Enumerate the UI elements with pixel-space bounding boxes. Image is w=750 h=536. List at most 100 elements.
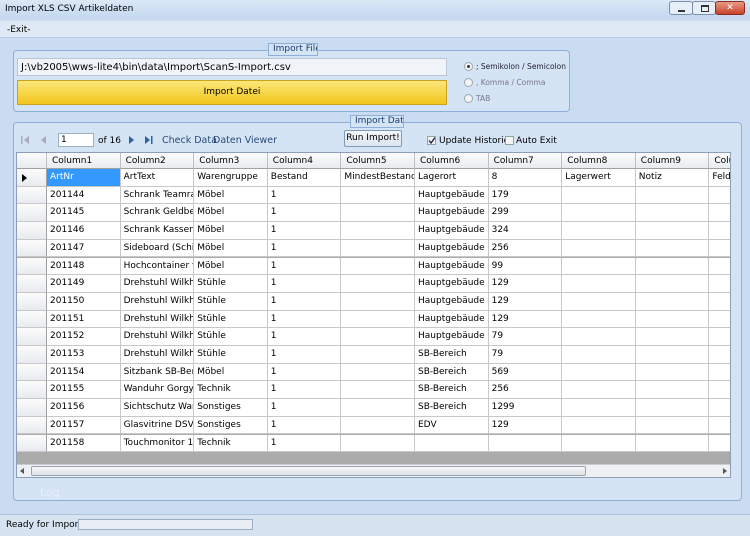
cell[interactable]: Wanduhr Gorgy ... <box>120 381 195 400</box>
cell[interactable]: 1 <box>267 416 342 435</box>
cell[interactable]: 179 <box>488 186 563 205</box>
cell[interactable] <box>709 381 730 400</box>
column-header[interactable]: Colu <box>709 153 730 169</box>
cell[interactable] <box>341 381 415 400</box>
cell[interactable]: SB-Bereich <box>415 346 489 364</box>
cell[interactable]: 201158 <box>47 434 121 453</box>
cell[interactable]: Technik <box>194 381 268 400</box>
column-header[interactable]: Column3 <box>194 153 268 169</box>
column-header[interactable]: Column8 <box>562 153 636 169</box>
cell[interactable]: Möbel <box>194 257 268 276</box>
cell[interactable]: Möbel <box>194 363 268 382</box>
cell[interactable] <box>341 204 415 223</box>
cell[interactable]: 299 <box>488 204 563 223</box>
cell[interactable]: 201149 <box>47 275 121 293</box>
cell[interactable]: Stühle <box>194 346 268 364</box>
cell[interactable]: 201145 <box>47 204 121 223</box>
row-header[interactable] <box>17 169 47 187</box>
cell[interactable]: SB-Bereich <box>415 381 489 400</box>
cell[interactable] <box>635 310 710 329</box>
cell[interactable]: Sichtschutz Wart... <box>120 399 195 417</box>
cell[interactable]: 129 <box>488 275 563 293</box>
cell[interactable] <box>341 222 415 240</box>
horizontal-scrollbar[interactable] <box>17 464 730 477</box>
row-header[interactable] <box>17 204 47 223</box>
cell[interactable]: 201146 <box>47 222 121 240</box>
cell[interactable]: Hauptgebäude <box>415 239 489 258</box>
cell[interactable] <box>341 346 415 364</box>
cell[interactable]: Drehstuhl Wilkha... <box>120 292 195 311</box>
cell[interactable] <box>635 239 710 258</box>
cell[interactable]: Touchmonitor 17... <box>120 434 195 453</box>
column-header[interactable]: Column5 <box>341 153 415 169</box>
row-header[interactable] <box>17 310 47 329</box>
cell[interactable]: 1 <box>267 381 342 400</box>
cell[interactable] <box>562 310 636 329</box>
cell[interactable]: 201147 <box>47 239 121 258</box>
cell[interactable] <box>341 292 415 311</box>
cell[interactable] <box>635 204 710 223</box>
radio[interactable] <box>464 94 473 103</box>
row-header[interactable] <box>17 275 47 293</box>
cell[interactable] <box>709 434 730 453</box>
cell[interactable] <box>709 275 730 293</box>
row-header[interactable] <box>17 399 47 417</box>
close-button[interactable]: ✕ <box>715 1 745 15</box>
checkbox-checked[interactable] <box>427 136 436 145</box>
cell[interactable]: Glasvitrine DSV-... <box>120 416 195 435</box>
cell[interactable]: 201154 <box>47 363 121 382</box>
cell[interactable] <box>709 416 730 435</box>
cell[interactable]: Hauptgebäude <box>415 257 489 276</box>
cell[interactable] <box>562 346 636 364</box>
page-input[interactable]: 1 <box>58 133 94 147</box>
check-data-button[interactable]: Check Data <box>162 135 217 146</box>
cell[interactable]: 1 <box>267 346 342 364</box>
cell[interactable] <box>562 434 636 453</box>
column-header[interactable]: Column7 <box>488 153 563 169</box>
cell[interactable]: Möbel <box>194 222 268 240</box>
cell[interactable]: Hauptgebäude <box>415 186 489 205</box>
cell[interactable]: Hochcontainer fa... <box>120 257 195 276</box>
cell[interactable]: Hauptgebäude <box>415 204 489 223</box>
cell[interactable] <box>562 222 636 240</box>
cell[interactable]: Lagerort <box>415 169 489 187</box>
cell[interactable]: SB-Bereich <box>415 363 489 382</box>
cell[interactable]: Schrank Kassen... <box>120 222 195 240</box>
cell[interactable] <box>709 328 730 346</box>
cell[interactable] <box>635 186 710 205</box>
cell[interactable]: 1 <box>267 275 342 293</box>
cell[interactable] <box>415 434 489 453</box>
cell[interactable]: Warengruppe <box>194 169 268 187</box>
run-import-button[interactable]: Run Import! <box>344 130 402 147</box>
cell[interactable] <box>635 363 710 382</box>
row-header[interactable] <box>17 239 47 258</box>
cell[interactable]: 256 <box>488 381 563 400</box>
cell[interactable] <box>709 399 730 417</box>
cell[interactable]: Schrank Teamra... <box>120 186 195 205</box>
cell[interactable]: 1 <box>267 239 342 258</box>
cell[interactable]: 1 <box>267 186 342 205</box>
cell[interactable] <box>562 257 636 276</box>
cell[interactable]: Stühle <box>194 328 268 346</box>
row-header[interactable] <box>17 434 47 453</box>
cell[interactable]: 129 <box>488 416 563 435</box>
cell[interactable] <box>709 363 730 382</box>
cell[interactable]: Sideboard (Schie... <box>120 239 195 258</box>
cell[interactable] <box>562 204 636 223</box>
cell[interactable]: 79 <box>488 346 563 364</box>
cell[interactable] <box>341 239 415 258</box>
cell[interactable] <box>709 292 730 311</box>
cell[interactable] <box>709 310 730 329</box>
maximize-button[interactable] <box>692 1 716 15</box>
import-button[interactable]: Import Datei <box>17 80 447 105</box>
row-header[interactable] <box>17 416 47 435</box>
next-page-button[interactable] <box>126 135 138 145</box>
cell[interactable]: ArtNr <box>47 169 121 187</box>
minimize-button[interactable] <box>669 1 693 15</box>
cell[interactable]: Bestand <box>267 169 342 187</box>
cell[interactable]: Drehstuhl Wilkha... <box>120 275 195 293</box>
cell[interactable]: 201155 <box>47 381 121 400</box>
cell[interactable]: ArtText <box>120 169 195 187</box>
cell[interactable]: MindestBestand <box>341 169 415 187</box>
cell[interactable] <box>341 310 415 329</box>
